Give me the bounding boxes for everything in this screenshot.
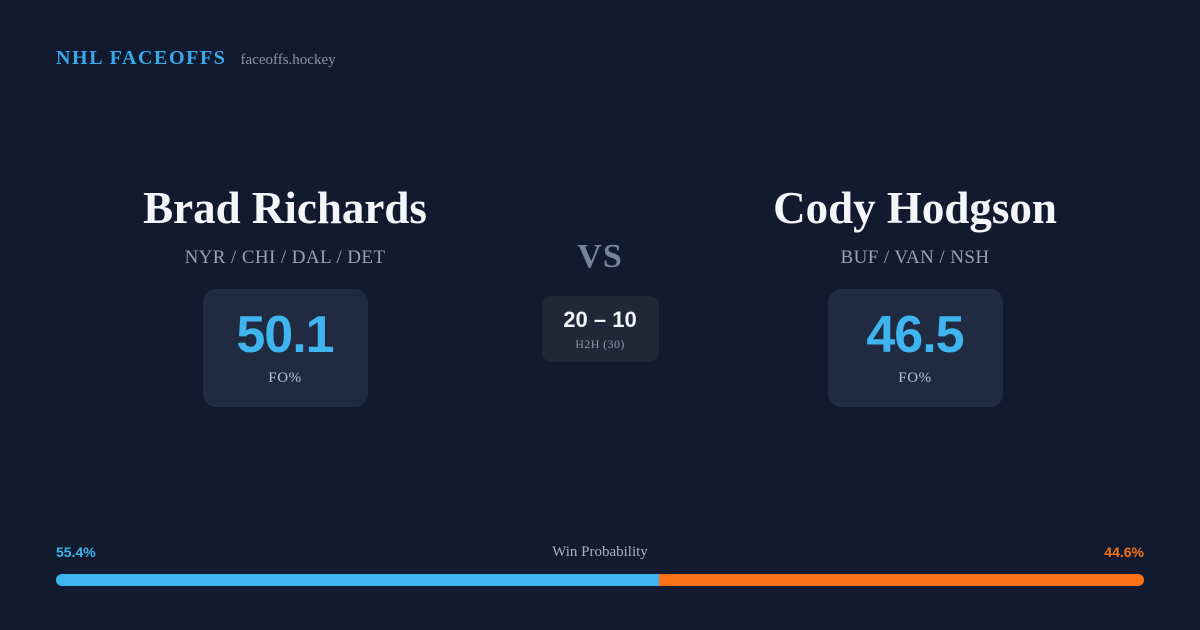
win-probability-labels: 55.4% Win Probability 44.6% xyxy=(56,541,1144,563)
player-right-name: Cody Hodgson xyxy=(773,183,1057,233)
player-left: Brad Richards NYR / CHI / DAL / DET 50.1… xyxy=(70,183,500,408)
brand-title: NHL FACEOFFS xyxy=(56,47,227,69)
player-left-stat-box: 50.1 FO% xyxy=(202,289,368,408)
player-right-stat-label: FO% xyxy=(898,370,932,387)
site-domain: faceoffs.hockey xyxy=(240,52,336,68)
head-to-head-label: H2H (30) xyxy=(575,336,625,351)
player-right: Cody Hodgson BUF / VAN / NSH 46.5 FO% xyxy=(700,183,1130,408)
matchup-row: Brad Richards NYR / CHI / DAL / DET 50.1… xyxy=(0,183,1200,408)
win-probability-section: 55.4% Win Probability 44.6% xyxy=(56,541,1144,586)
player-right-teams: BUF / VAN / NSH xyxy=(840,247,990,269)
player-left-teams: NYR / CHI / DAL / DET xyxy=(184,247,386,269)
player-right-faceoff-pct: 46.5 xyxy=(866,306,964,365)
head-to-head-box: 20 – 10 H2H (30) xyxy=(541,296,659,362)
player-left-name: Brad Richards xyxy=(143,183,427,233)
player-left-stat-label: FO% xyxy=(268,370,302,387)
site-header: NHL FACEOFFS faceoffs.hockey xyxy=(56,47,336,70)
matchup-center: VS 20 – 10 H2H (30) xyxy=(500,185,700,362)
win-probability-bar xyxy=(56,574,1144,586)
player-left-faceoff-pct: 50.1 xyxy=(236,306,334,365)
vs-label: VS xyxy=(577,238,623,275)
win-probability-right-pct: 44.6% xyxy=(1104,544,1144,560)
win-probability-bar-left xyxy=(56,574,659,586)
head-to-head-score: 20 – 10 xyxy=(563,306,637,332)
player-right-stat-box: 46.5 FO% xyxy=(827,289,1003,408)
win-probability-title: Win Probability xyxy=(552,543,648,560)
win-probability-bar-right xyxy=(658,574,1144,586)
win-probability-left-pct: 55.4% xyxy=(56,544,96,560)
